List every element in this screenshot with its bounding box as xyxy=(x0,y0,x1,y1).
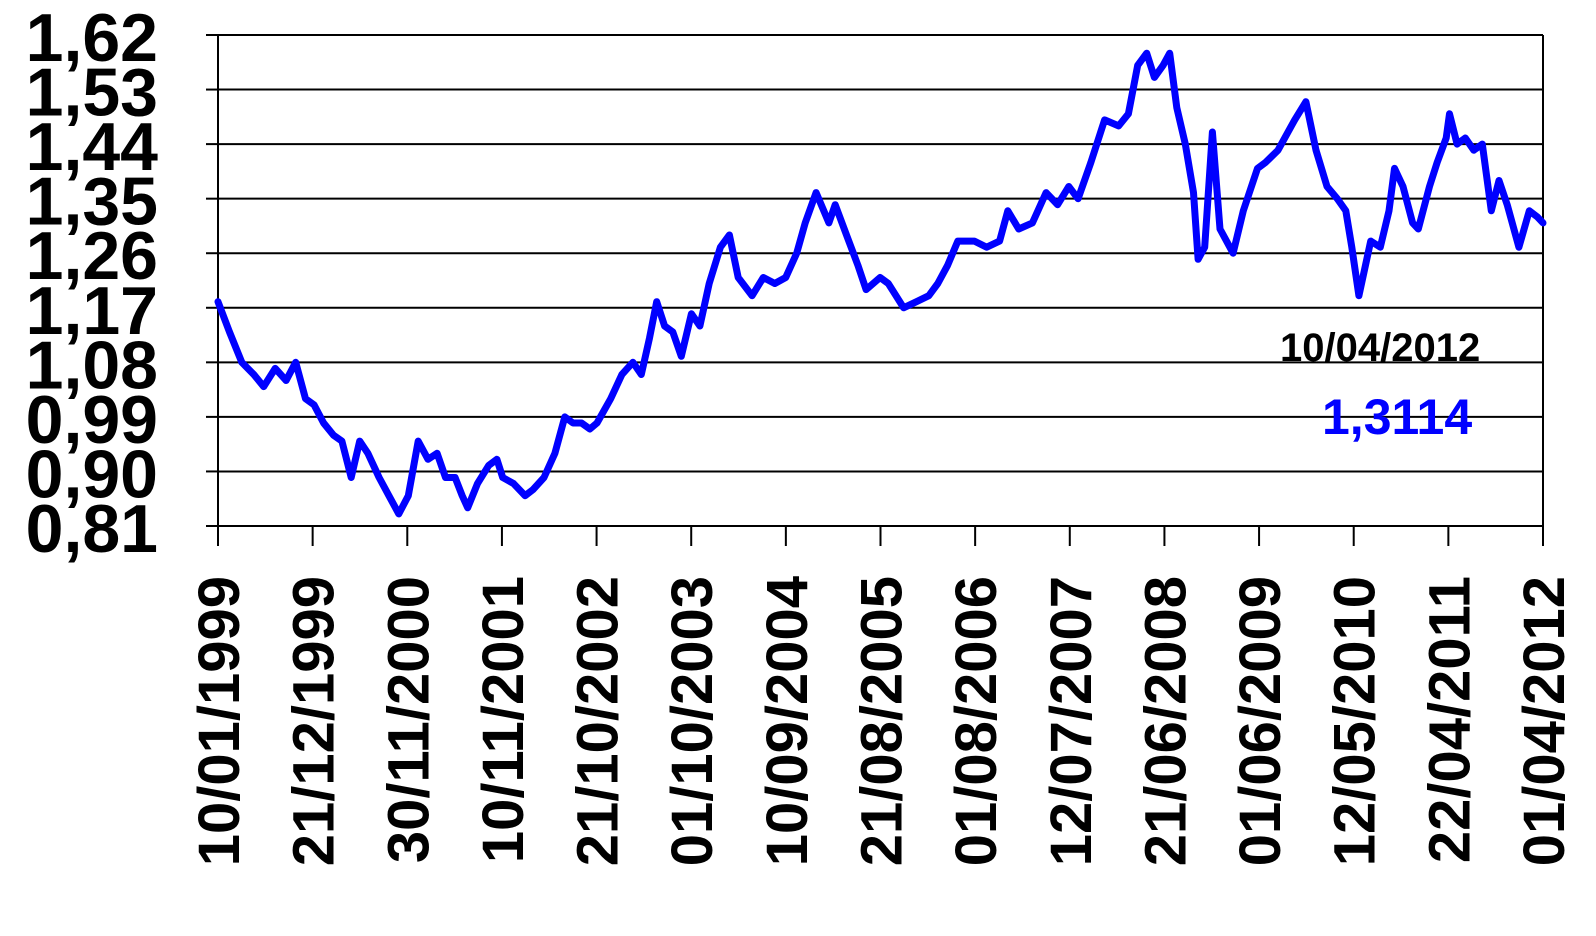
y-tick-label: 1,17 xyxy=(26,273,158,349)
x-tick-label: 30/11/2000 xyxy=(376,576,441,863)
x-tick-label: 01/06/2009 xyxy=(1228,576,1293,866)
x-tick-label: 21/10/2002 xyxy=(566,576,631,866)
x-tick-labels: 10/01/1999 21/12/1999 30/11/2000 10/11/2001… xyxy=(187,576,1577,866)
x-tick-label: 21/08/2005 xyxy=(850,576,915,866)
y-tick-label: 1,35 xyxy=(26,164,158,240)
annotation-value: 1,3114 xyxy=(1322,389,1473,445)
y-tick-label: 1,44 xyxy=(26,109,159,185)
x-tick-label: 01/04/2012 xyxy=(1512,576,1577,866)
y-tick-labels: 1,621,531,441,351,261,171,080,990,900,81 xyxy=(26,0,159,567)
x-tick-label: 10/09/2004 xyxy=(755,576,820,866)
axes xyxy=(206,34,1544,546)
y-tick-label: 1,26 xyxy=(26,218,158,294)
x-tick-label: 10/11/2001 xyxy=(471,576,536,863)
y-tick-label: 1,62 xyxy=(26,0,158,76)
y-tick-label: 0,81 xyxy=(26,491,158,567)
x-tick-label: 01/08/2006 xyxy=(944,576,1009,866)
y-tick-label: 1,53 xyxy=(26,55,158,131)
series-line xyxy=(214,49,1547,518)
x-tick-label: 12/05/2010 xyxy=(1323,576,1388,866)
grid-lines xyxy=(218,34,1543,473)
annotation-date: 10/04/2012 xyxy=(1280,326,1481,370)
x-tick-label: 10/01/1999 xyxy=(187,576,252,866)
x-tick-label: 22/04/2011 xyxy=(1417,576,1482,863)
y-tick-label: 0,99 xyxy=(26,382,158,458)
x-tick-label: 21/06/2008 xyxy=(1133,576,1198,866)
y-tick-label: 1,08 xyxy=(26,327,158,403)
x-tick-label: 21/12/1999 xyxy=(282,576,347,866)
x-tick-label: 01/10/2003 xyxy=(660,576,725,866)
x-tick-label: 12/07/2007 xyxy=(1039,576,1104,866)
series-layer xyxy=(214,49,1547,518)
y-tick-label: 0,90 xyxy=(26,436,158,512)
